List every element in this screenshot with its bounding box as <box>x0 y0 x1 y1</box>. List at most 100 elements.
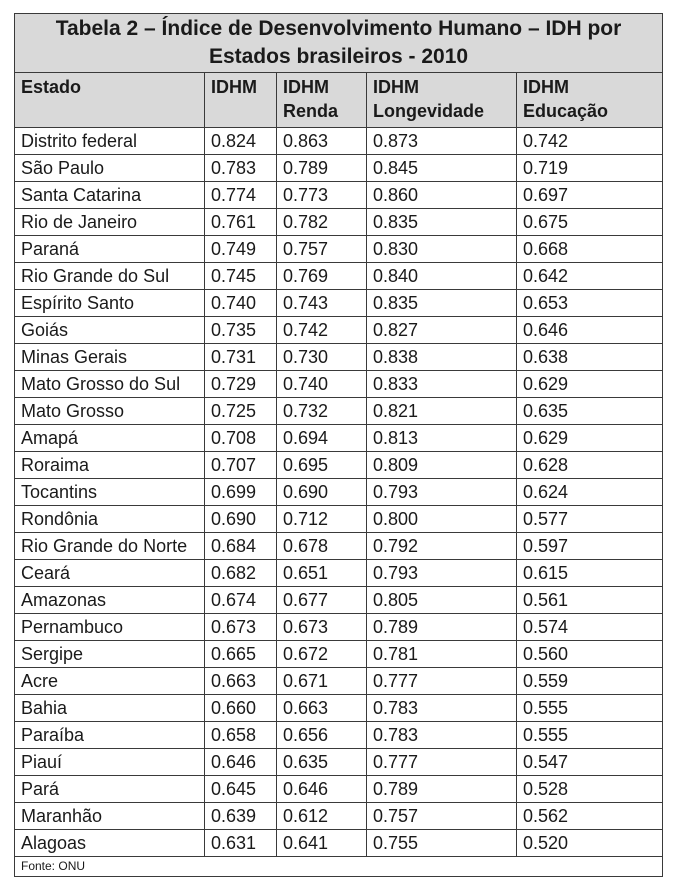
idhm-longevidade-cell: 0.809 <box>366 451 517 479</box>
idhm-cell: 0.690 <box>204 505 277 533</box>
column-header-idhm-educacao: IDHM Educação <box>515 72 664 128</box>
table-row: Minas Gerais 0.731 0.730 0.838 0.638 <box>14 343 664 371</box>
table-row: Tocantins 0.699 0.690 0.793 0.624 <box>14 478 664 506</box>
idhm-longevidade-cell: 0.783 <box>366 721 517 749</box>
state-cell: Tocantins <box>14 478 205 506</box>
idhm-renda-cell: 0.712 <box>276 505 367 533</box>
idhm-cell: 0.673 <box>204 613 277 641</box>
idhm-longevidade-cell: 0.833 <box>366 370 517 398</box>
idhm-renda-cell: 0.757 <box>276 235 367 263</box>
idhm-renda-cell: 0.863 <box>276 127 367 155</box>
table-row: Sergipe 0.665 0.672 0.781 0.560 <box>14 640 664 668</box>
idhm-renda-cell: 0.663 <box>276 694 367 722</box>
idhm-renda-cell: 0.743 <box>276 289 367 317</box>
idhm-renda-cell: 0.656 <box>276 721 367 749</box>
table-row: Roraima 0.707 0.695 0.809 0.628 <box>14 451 664 479</box>
state-cell: Paraná <box>14 235 205 263</box>
idhm-educacao-cell: 0.615 <box>515 559 664 587</box>
idhm-educacao-cell: 0.638 <box>515 343 664 371</box>
idhm-educacao-cell: 0.555 <box>515 694 664 722</box>
idhm-educacao-cell: 0.629 <box>515 370 664 398</box>
table-row: Rio de Janeiro 0.761 0.782 0.835 0.675 <box>14 208 664 236</box>
state-cell: Rio de Janeiro <box>14 208 205 236</box>
idhm-cell: 0.745 <box>204 262 277 290</box>
idhm-longevidade-cell: 0.800 <box>366 505 517 533</box>
idhm-longevidade-cell: 0.777 <box>366 667 517 695</box>
idhm-cell: 0.774 <box>204 181 277 209</box>
idhm-educacao-cell: 0.597 <box>515 532 664 560</box>
idhm-cell: 0.658 <box>204 721 277 749</box>
idhm-cell: 0.707 <box>204 451 277 479</box>
table-row: Pernambuco 0.673 0.673 0.789 0.574 <box>14 613 664 641</box>
idhm-educacao-cell: 0.675 <box>515 208 664 236</box>
idhm-educacao-cell: 0.547 <box>515 748 664 776</box>
state-cell: Goiás <box>14 316 205 344</box>
idhm-cell: 0.783 <box>204 154 277 182</box>
idhm-cell: 0.708 <box>204 424 277 452</box>
idhm-longevidade-cell: 0.813 <box>366 424 517 452</box>
idhm-educacao-cell: 0.628 <box>515 451 664 479</box>
idhm-cell: 0.665 <box>204 640 277 668</box>
idhm-renda-cell: 0.646 <box>276 775 367 803</box>
idhm-educacao-cell: 0.561 <box>515 586 664 614</box>
table-row: Paraná 0.749 0.757 0.830 0.668 <box>14 235 664 263</box>
idhm-educacao-cell: 0.642 <box>515 262 664 290</box>
idhm-renda-cell: 0.641 <box>276 829 367 857</box>
idhm-longevidade-cell: 0.840 <box>366 262 517 290</box>
header-line: Renda <box>283 101 339 121</box>
idhm-renda-cell: 0.690 <box>276 478 367 506</box>
idhm-cell: 0.824 <box>204 127 277 155</box>
idhm-cell: 0.674 <box>204 586 277 614</box>
table-title: Tabela 2 – Índice de Desenvolvimento Hum… <box>13 13 664 73</box>
idhm-longevidade-cell: 0.793 <box>366 478 517 506</box>
header-line: IDHM <box>211 77 257 97</box>
idhm-cell: 0.631 <box>204 829 277 857</box>
table-row: São Paulo 0.783 0.789 0.845 0.719 <box>14 154 664 182</box>
state-cell: Amazonas <box>14 586 205 614</box>
table-row: Distrito federal 0.824 0.863 0.873 0.742 <box>14 127 664 155</box>
idhm-cell: 0.646 <box>204 748 277 776</box>
column-header-idhm-renda: IDHM Renda <box>276 72 367 128</box>
table-row: Rondônia 0.690 0.712 0.800 0.577 <box>14 505 664 533</box>
state-cell: Maranhão <box>14 802 205 830</box>
idhm-renda-cell: 0.673 <box>276 613 367 641</box>
idhm-cell: 0.639 <box>204 802 277 830</box>
table-row: Paraíba 0.658 0.656 0.783 0.555 <box>14 721 664 749</box>
idhm-renda-cell: 0.740 <box>276 370 367 398</box>
idhm-cell: 0.725 <box>204 397 277 425</box>
idhm-cell: 0.761 <box>204 208 277 236</box>
idhm-cell: 0.731 <box>204 343 277 371</box>
idhm-longevidade-cell: 0.777 <box>366 748 517 776</box>
state-cell: Rio Grande do Norte <box>14 532 205 560</box>
idhm-educacao-cell: 0.646 <box>515 316 664 344</box>
column-header-idhm: IDHM <box>204 72 277 128</box>
table-row: Pará 0.645 0.646 0.789 0.528 <box>14 775 664 803</box>
idhm-longevidade-cell: 0.792 <box>366 532 517 560</box>
idhm-longevidade-cell: 0.783 <box>366 694 517 722</box>
idhm-educacao-cell: 0.574 <box>515 613 664 641</box>
idhm-cell: 0.682 <box>204 559 277 587</box>
idhm-cell: 0.729 <box>204 370 277 398</box>
idhm-longevidade-cell: 0.793 <box>366 559 517 587</box>
table-row: Rio Grande do Sul 0.745 0.769 0.840 0.642 <box>14 262 664 290</box>
idhm-educacao-cell: 0.560 <box>515 640 664 668</box>
header-line: Educação <box>523 101 609 121</box>
idhm-renda-cell: 0.769 <box>276 262 367 290</box>
table-source: Fonte: ONU <box>13 856 664 877</box>
state-cell: Acre <box>14 667 205 695</box>
state-cell: Piauí <box>14 748 205 776</box>
idhm-renda-cell: 0.789 <box>276 154 367 182</box>
table-row: Amapá 0.708 0.694 0.813 0.629 <box>14 424 664 452</box>
idhm-longevidade-cell: 0.827 <box>366 316 517 344</box>
table-row: Alagoas 0.631 0.641 0.755 0.520 <box>14 829 664 857</box>
table-row: Acre 0.663 0.671 0.777 0.559 <box>14 667 664 695</box>
header-line: Longevidade <box>373 101 485 121</box>
state-cell: Amapá <box>14 424 205 452</box>
idhm-longevidade-cell: 0.757 <box>366 802 517 830</box>
header-line: IDHM <box>523 77 569 97</box>
table-row: Bahia 0.660 0.663 0.783 0.555 <box>14 694 664 722</box>
idh-table: Tabela 2 – Índice de Desenvolvimento Hum… <box>13 13 664 877</box>
state-cell: Mato Grosso <box>14 397 205 425</box>
idhm-renda-cell: 0.782 <box>276 208 367 236</box>
idhm-educacao-cell: 0.528 <box>515 775 664 803</box>
